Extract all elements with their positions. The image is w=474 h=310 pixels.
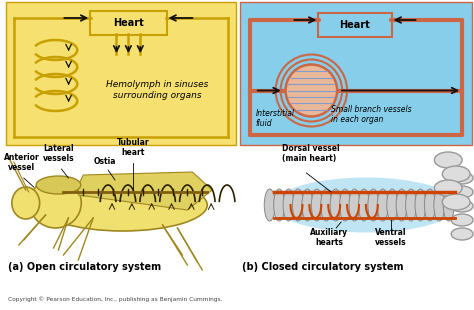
Ellipse shape	[451, 214, 473, 226]
Ellipse shape	[396, 189, 407, 221]
Text: (a) Open circulatory system: (a) Open circulatory system	[8, 262, 161, 272]
Ellipse shape	[12, 187, 40, 219]
Ellipse shape	[434, 180, 462, 196]
Ellipse shape	[442, 194, 470, 210]
Ellipse shape	[321, 189, 332, 221]
Ellipse shape	[39, 179, 207, 231]
Text: Hemolymph in sinuses
surrounding organs: Hemolymph in sinuses surrounding organs	[107, 80, 209, 100]
Ellipse shape	[443, 189, 454, 221]
Circle shape	[285, 64, 337, 117]
Bar	[6, 2, 236, 145]
Text: (b) Closed circulatory system: (b) Closed circulatory system	[242, 262, 403, 272]
Bar	[240, 2, 472, 145]
Ellipse shape	[387, 189, 398, 221]
Ellipse shape	[264, 189, 275, 221]
Ellipse shape	[30, 178, 81, 228]
Text: Dorsal vessel
(main heart): Dorsal vessel (main heart)	[282, 144, 339, 163]
Ellipse shape	[434, 189, 445, 221]
Ellipse shape	[340, 189, 351, 221]
Text: Ostia: Ostia	[94, 157, 116, 166]
Ellipse shape	[415, 189, 426, 221]
Ellipse shape	[302, 189, 313, 221]
Text: Heart: Heart	[113, 18, 144, 28]
Ellipse shape	[424, 189, 435, 221]
Ellipse shape	[274, 178, 457, 232]
Text: Ventral
vessels: Ventral vessels	[375, 228, 407, 247]
Ellipse shape	[451, 200, 473, 212]
Ellipse shape	[311, 189, 322, 221]
Text: Lateral
vessels: Lateral vessels	[43, 144, 74, 163]
Ellipse shape	[368, 189, 379, 221]
Text: Copyright © Pearson Education, Inc., publishing as Benjamin Cummings.: Copyright © Pearson Education, Inc., pub…	[8, 296, 222, 302]
Ellipse shape	[36, 176, 81, 194]
Text: Anterior
vessel: Anterior vessel	[4, 153, 40, 172]
Ellipse shape	[283, 189, 294, 221]
Ellipse shape	[434, 152, 462, 168]
Ellipse shape	[451, 186, 473, 198]
Ellipse shape	[442, 166, 470, 182]
Ellipse shape	[406, 189, 417, 221]
Text: Tubular
heart: Tubular heart	[117, 138, 149, 157]
FancyBboxPatch shape	[319, 13, 392, 37]
Ellipse shape	[330, 189, 341, 221]
Ellipse shape	[358, 189, 369, 221]
FancyBboxPatch shape	[90, 11, 166, 35]
Ellipse shape	[451, 228, 473, 240]
Text: Auxiliary
hearts: Auxiliary hearts	[310, 228, 348, 247]
Ellipse shape	[451, 172, 473, 184]
Text: Small branch vessels
in each organ: Small branch vessels in each organ	[331, 104, 412, 124]
Ellipse shape	[273, 189, 284, 221]
Polygon shape	[78, 172, 212, 210]
Ellipse shape	[377, 189, 388, 221]
Text: Interstitial
fluid: Interstitial fluid	[256, 108, 295, 128]
Ellipse shape	[292, 189, 303, 221]
Ellipse shape	[349, 189, 360, 221]
Text: Heart: Heart	[339, 20, 370, 30]
